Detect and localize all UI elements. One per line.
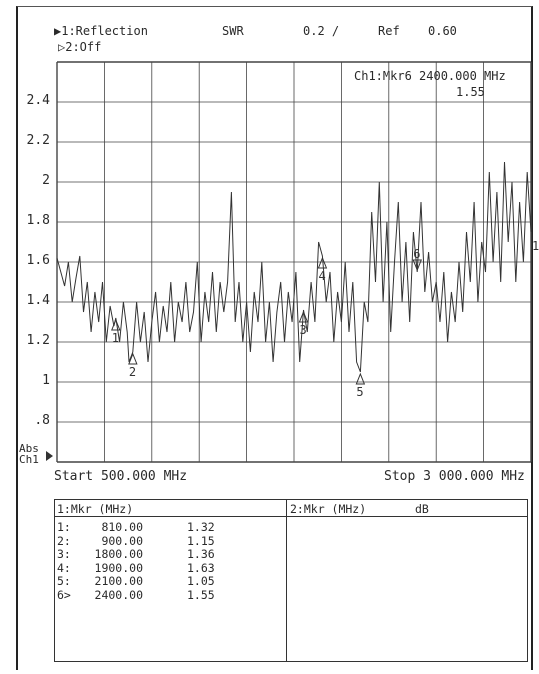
marker-row-value: 1.32 bbox=[187, 520, 215, 534]
left-table-header: 1:Mkr (MHz) bbox=[57, 502, 134, 516]
ref-value: 0.60 bbox=[428, 24, 457, 38]
y-tick-label: 2.2 bbox=[26, 133, 50, 148]
table-header-rule bbox=[55, 516, 527, 517]
format-label: SWR bbox=[222, 24, 244, 38]
marker-row-id: 1: bbox=[57, 520, 71, 534]
marker-row-value: 1.55 bbox=[187, 587, 215, 602]
marker-1-label: 1 bbox=[112, 331, 119, 345]
marker-row-frequency: 810.00 bbox=[101, 520, 143, 534]
marker-row-value: 1.05 bbox=[187, 574, 215, 588]
marker-row-frequency: 900.00 bbox=[101, 533, 143, 548]
marker-4-arrow-icon bbox=[317, 256, 328, 269]
scale-label: 0.2 / bbox=[303, 24, 340, 38]
active-marker-readout: Ch1:Mkr6 2400.000 MHz bbox=[354, 69, 506, 83]
channel2-label: ▷2:Off bbox=[58, 40, 102, 54]
marker-6-arrow-icon bbox=[412, 259, 422, 272]
active-marker-value: 1.55 bbox=[456, 85, 485, 99]
marker-5-label: 5 bbox=[356, 385, 363, 399]
start-frequency: Start 500.000 MHz bbox=[54, 469, 188, 484]
y-tick-label: 2 bbox=[42, 173, 50, 188]
marker-5-arrow-icon bbox=[355, 372, 366, 385]
ch1-axis-label: Ch1 bbox=[19, 453, 39, 466]
marker-row-value: 1.36 bbox=[187, 547, 215, 561]
y-tick-label: 1.8 bbox=[26, 213, 50, 228]
channel1-label: ▶1:Reflection bbox=[54, 24, 148, 38]
abs-label: Abs bbox=[19, 442, 39, 455]
plot-grid bbox=[56, 61, 532, 463]
marker-2-arrow-icon bbox=[128, 352, 138, 365]
marker-row-id: 4: bbox=[57, 560, 71, 575]
marker-6-label: 6 bbox=[413, 247, 420, 261]
marker-row-id: 6> bbox=[57, 587, 71, 602]
y-tick-label: .8 bbox=[34, 413, 50, 428]
marker-row-frequency: 1900.00 bbox=[94, 560, 143, 575]
ref-label: Ref bbox=[378, 24, 400, 38]
marker-row-frequency: 1800.00 bbox=[94, 547, 143, 561]
right-table-unit: dB bbox=[415, 502, 429, 516]
right-table-header: 2:Mkr (MHz) bbox=[290, 502, 367, 516]
y-tick-label: 1.6 bbox=[26, 253, 50, 268]
marker-4-label: 4 bbox=[318, 269, 325, 283]
reference-marker-number: 1 bbox=[532, 239, 539, 253]
marker-3-arrow-icon bbox=[298, 310, 309, 323]
reference-pointer-icon bbox=[46, 451, 53, 461]
marker-row-id: 2: bbox=[57, 533, 71, 548]
reflection-trace bbox=[56, 161, 532, 373]
y-tick-label: 1.2 bbox=[26, 333, 50, 348]
marker-row-id: 3: bbox=[57, 547, 71, 561]
marker-row-value: 1.15 bbox=[187, 533, 215, 548]
stop-frequency: Stop 3 000.000 MHz bbox=[384, 469, 525, 484]
y-tick-label: 2.4 bbox=[26, 93, 50, 108]
table-divider bbox=[286, 500, 287, 661]
y-tick-label: 1.4 bbox=[26, 293, 50, 308]
marker-row-value: 1.63 bbox=[187, 560, 215, 575]
marker-group: 1 2 3 4 5 6 bbox=[111, 247, 422, 399]
instrument-frame bbox=[16, 6, 533, 670]
y-tick-label: 1 bbox=[42, 373, 50, 388]
marker-3-label: 3 bbox=[299, 323, 306, 337]
marker-row-frequency: 2400.00 bbox=[94, 587, 143, 602]
marker-row-frequency: 2100.00 bbox=[94, 574, 143, 588]
marker-table: 1:Mkr (MHz) 2:Mkr (MHz) dB 1: 810.00 1.32 2… bbox=[54, 499, 528, 662]
marker-2-label: 2 bbox=[129, 365, 136, 379]
marker-1-arrow-icon bbox=[111, 318, 121, 331]
marker-row-id: 5: bbox=[57, 574, 71, 588]
